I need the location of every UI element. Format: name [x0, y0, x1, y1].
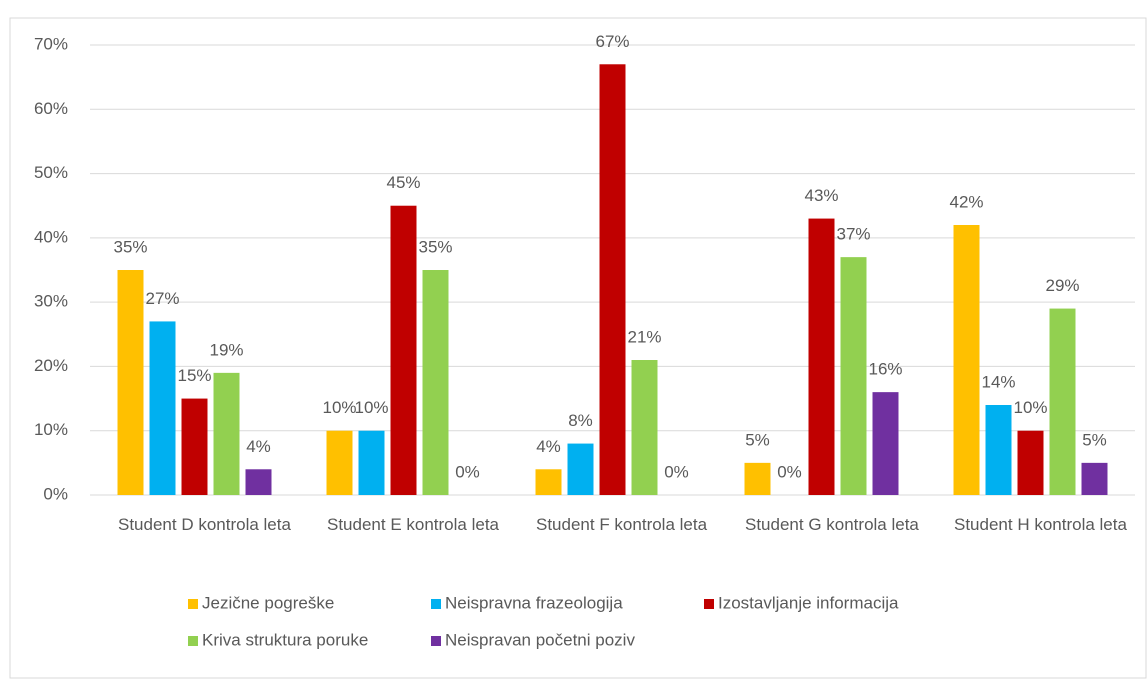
y-tick-label: 10% — [34, 420, 68, 439]
bar — [567, 443, 594, 495]
legend-label: Neispravna frazeologija — [445, 593, 623, 612]
bar — [390, 205, 417, 495]
x-tick-label: Student F kontrola leta — [536, 515, 708, 534]
bar — [985, 405, 1012, 495]
bar — [117, 270, 144, 495]
y-tick-label: 40% — [34, 227, 68, 246]
bar — [599, 64, 626, 496]
data-label: 43% — [804, 186, 838, 205]
legend-swatch — [431, 636, 441, 646]
x-tick-label: Student E kontrola leta — [327, 515, 500, 534]
data-label: 21% — [627, 327, 661, 346]
bar — [326, 430, 353, 495]
data-label: 29% — [1045, 276, 1079, 295]
bar — [953, 225, 980, 495]
data-label: 45% — [386, 173, 420, 192]
data-label: 8% — [568, 411, 593, 430]
data-label: 10% — [322, 398, 356, 417]
bar — [149, 321, 176, 495]
data-label: 5% — [745, 430, 770, 449]
y-tick-label: 60% — [34, 99, 68, 118]
legend-swatch — [188, 599, 198, 609]
x-tick-label: Student D kontrola leta — [118, 515, 291, 534]
data-label: 5% — [1082, 430, 1107, 449]
data-label: 0% — [455, 462, 480, 481]
bar — [744, 462, 771, 495]
bar — [1049, 308, 1076, 495]
bar — [840, 257, 867, 495]
y-tick-label: 70% — [34, 34, 68, 53]
data-label: 10% — [1013, 398, 1047, 417]
bar — [181, 398, 208, 495]
bar — [535, 469, 562, 495]
y-tick-label: 50% — [34, 163, 68, 182]
y-tick-label: 20% — [34, 356, 68, 375]
bar — [872, 392, 899, 495]
data-label: 16% — [868, 360, 902, 379]
bar — [213, 372, 240, 495]
data-label: 4% — [536, 437, 561, 456]
data-label: 0% — [777, 462, 802, 481]
data-label: 15% — [177, 366, 211, 385]
bar — [1017, 430, 1044, 495]
data-label: 42% — [949, 192, 983, 211]
legend-swatch — [188, 636, 198, 646]
data-label: 35% — [113, 237, 147, 256]
legend-swatch — [704, 599, 714, 609]
y-tick-label: 30% — [34, 292, 68, 311]
x-tick-label: Student G kontrola leta — [745, 515, 919, 534]
chart-frame — [9, 17, 1147, 679]
bar — [245, 469, 272, 495]
legend-label: Jezične pogreške — [202, 593, 334, 612]
data-label: 19% — [209, 340, 243, 359]
legend-label: Izostavljanje informacija — [718, 593, 899, 612]
bar — [1081, 462, 1108, 495]
data-label: 35% — [418, 237, 452, 256]
legend-label: Neispravan početni poziv — [445, 630, 635, 649]
data-label: 4% — [246, 437, 271, 456]
data-label: 67% — [595, 32, 629, 51]
data-label: 14% — [981, 372, 1015, 391]
bar — [631, 360, 658, 495]
data-label: 10% — [354, 398, 388, 417]
data-label: 37% — [836, 225, 870, 244]
bar — [422, 270, 449, 495]
x-tick-label: Student H kontrola leta — [954, 515, 1127, 534]
data-label: 27% — [145, 289, 179, 308]
legend-label: Kriva struktura poruke — [202, 630, 368, 649]
bar — [808, 218, 835, 496]
data-label: 0% — [664, 462, 689, 481]
legend-swatch — [431, 599, 441, 609]
y-tick-label: 0% — [43, 484, 68, 503]
bar — [358, 430, 385, 495]
